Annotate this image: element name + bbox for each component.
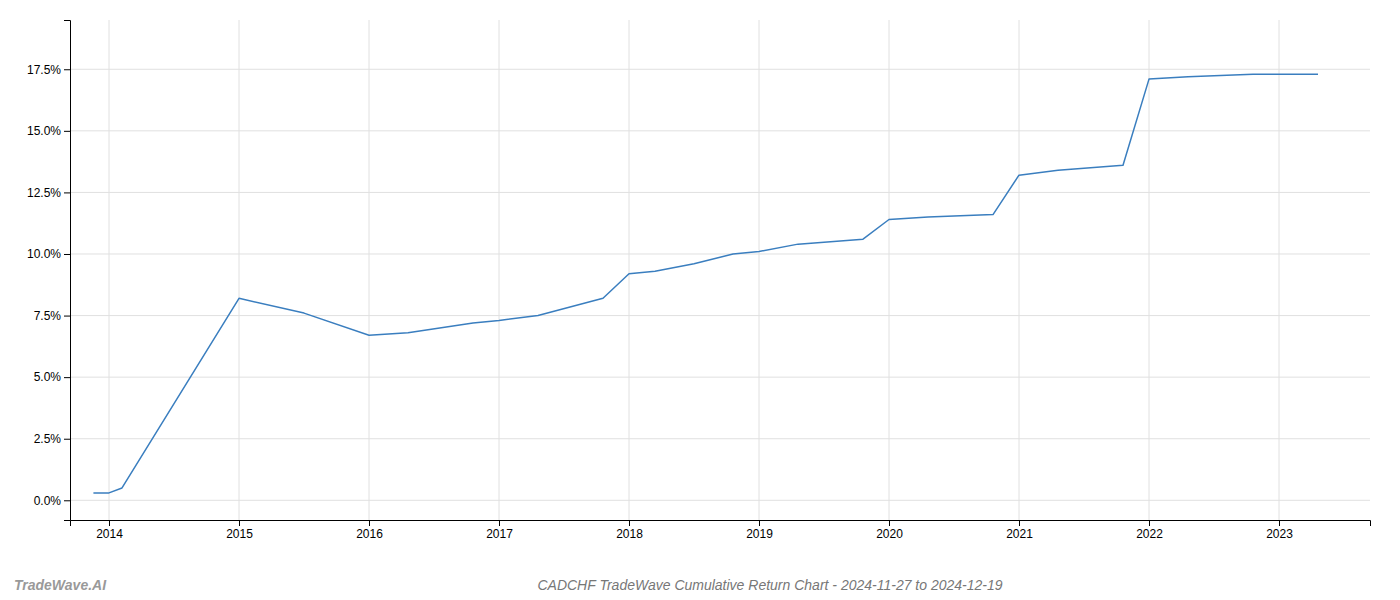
- chart: 2014 2015 2016 2017 2018 2019 2020 2021 2022 2023…: [0, 0, 1400, 600]
- x-tick-label: 2023: [1266, 527, 1293, 541]
- x-axis-line: [71, 521, 1371, 527]
- x-tick-label: 2014: [96, 527, 123, 541]
- title: CADCHF TradeWave Cumulative Return Chart…: [537, 577, 1002, 593]
- grid-line-x: [1019, 20, 1020, 520]
- x-tick: 2021: [1006, 520, 1033, 541]
- watermark: TradeWave.AI: [14, 577, 107, 593]
- y-tick-mark: [64, 69, 70, 70]
- x-tick-mark: [1279, 520, 1280, 526]
- x-tick-mark: [239, 520, 240, 526]
- x-axis: 2014 2015 2016 2017 2018 2019 2020 2021 2022 2023: [71, 520, 1371, 541]
- y-tick-label: 12.5%: [27, 186, 61, 200]
- y-tick: 7.5%: [34, 309, 70, 323]
- y-tick-mark: [64, 500, 70, 501]
- y-tick-label: 2.5%: [34, 432, 62, 446]
- y-tick-mark: [64, 192, 70, 193]
- x-tick-mark: [759, 520, 760, 526]
- grid-line-y: [70, 315, 1370, 316]
- y-tick-mark: [64, 439, 70, 440]
- grid-line-x: [1149, 20, 1150, 520]
- x-tick: 2015: [226, 520, 253, 541]
- y-tick: 0.0%: [34, 494, 70, 508]
- y-tick: 2.5%: [34, 432, 70, 446]
- grid-line-y: [70, 69, 1370, 70]
- x-tick-label: 2017: [486, 527, 513, 541]
- x-tick-label: 2016: [356, 527, 383, 541]
- x-tick-mark: [889, 520, 890, 526]
- x-tick: 2023: [1266, 520, 1293, 541]
- y-tick: 10.0%: [27, 247, 70, 261]
- x-tick-mark: [1019, 520, 1020, 526]
- y-tick-mark: [64, 254, 70, 255]
- grid-line-x: [369, 20, 370, 520]
- y-axis: 0.0% 2.5% 5.0% 7.5% 10.0% 12.5% 15.0% 17.5%: [27, 21, 71, 521]
- y-tick-label: 0.0%: [34, 494, 62, 508]
- grid-line-y: [70, 377, 1370, 378]
- y-tick-label: 10.0%: [27, 247, 61, 261]
- x-tick-mark: [1149, 520, 1150, 526]
- y-axis-line: [64, 21, 71, 521]
- x-tick-mark: [109, 520, 110, 526]
- grid: [70, 20, 1370, 520]
- x-tick: 2018: [616, 520, 643, 541]
- y-tick: 5.0%: [34, 370, 70, 384]
- x-tick-mark: [499, 520, 500, 526]
- grid-line-y: [70, 130, 1370, 131]
- x-tick-mark: [369, 520, 370, 526]
- x-tick: 2020: [876, 520, 903, 541]
- y-tick-label: 5.0%: [34, 370, 62, 384]
- x-tick-label: 2021: [1006, 527, 1033, 541]
- x-tick-label: 2019: [746, 527, 773, 541]
- x-tick: 2019: [746, 520, 773, 541]
- x-tick: 2014: [96, 520, 123, 541]
- y-tick-label: 17.5%: [27, 63, 61, 77]
- plot-area: [93, 74, 1318, 493]
- x-tick-mark: [629, 520, 630, 526]
- grid-line-x: [889, 20, 890, 520]
- x-tick: 2022: [1136, 520, 1163, 541]
- y-tick-mark: [64, 377, 70, 378]
- grid-line-y: [70, 500, 1370, 501]
- grid-line-x: [239, 20, 240, 520]
- grid-line-x: [499, 20, 500, 520]
- y-tick: 17.5%: [27, 63, 70, 77]
- x-tick-label: 2015: [226, 527, 253, 541]
- y-tick-label: 7.5%: [34, 309, 62, 323]
- grid-line-y: [70, 253, 1370, 254]
- grid-line-x: [109, 20, 110, 520]
- y-tick-mark: [64, 131, 70, 132]
- grid-line-x: [1279, 20, 1280, 520]
- x-tick: 2016: [356, 520, 383, 541]
- y-tick: 15.0%: [27, 124, 70, 138]
- grid-line-x: [629, 20, 630, 520]
- x-tick-label: 2018: [616, 527, 643, 541]
- y-tick-label: 15.0%: [27, 124, 61, 138]
- x-tick-label: 2022: [1136, 527, 1163, 541]
- x-tick-label: 2020: [876, 527, 903, 541]
- y-tick-mark: [64, 316, 70, 317]
- x-tick: 2017: [486, 520, 513, 541]
- grid-line-y: [70, 192, 1370, 193]
- line: [93, 74, 1318, 493]
- grid-line-x: [759, 20, 760, 520]
- y-tick: 12.5%: [27, 186, 70, 200]
- grid-line-y: [70, 438, 1370, 439]
